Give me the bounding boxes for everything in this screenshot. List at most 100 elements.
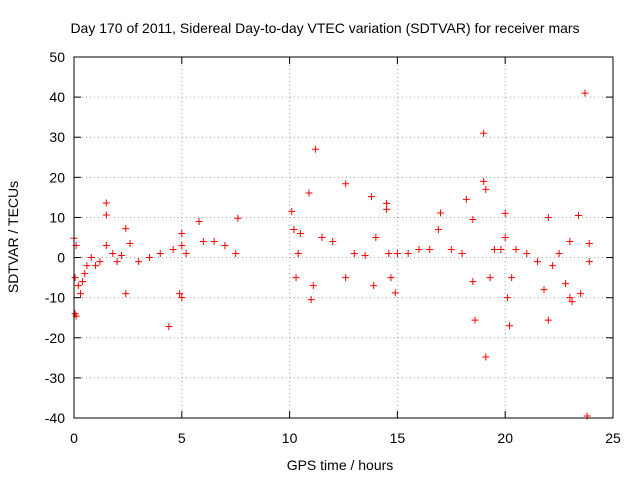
data-point	[577, 290, 585, 298]
data-point	[497, 246, 505, 254]
data-point	[113, 258, 121, 266]
data-point	[71, 274, 79, 282]
data-point	[471, 316, 479, 324]
data-point	[178, 229, 186, 237]
data-point	[482, 185, 490, 193]
y-tick-label: 40	[49, 89, 65, 105]
data-point	[566, 238, 574, 246]
data-point	[387, 274, 395, 282]
data-point	[145, 254, 153, 262]
data-point	[102, 211, 110, 219]
data-point	[581, 89, 589, 97]
data-point	[480, 129, 488, 137]
chart-title: Day 170 of 2011, Sidereal Day-to-day VTE…	[70, 20, 579, 36]
data-point	[555, 250, 563, 258]
y-tick-label: -20	[45, 330, 65, 346]
x-tick-label: 20	[497, 430, 513, 446]
x-tick-label: 15	[390, 430, 406, 446]
y-tick-label: 30	[49, 129, 65, 145]
data-point	[156, 250, 164, 258]
data-point	[329, 238, 337, 246]
data-point	[391, 289, 399, 297]
data-point	[501, 234, 509, 241]
data-point	[368, 193, 376, 201]
data-point	[370, 282, 378, 290]
data-point	[294, 250, 302, 258]
y-tick-label: -30	[45, 370, 65, 386]
grid-layer	[74, 57, 613, 418]
data-point	[96, 258, 104, 266]
data-point	[195, 217, 203, 225]
data-point	[534, 258, 542, 266]
data-point	[469, 278, 477, 286]
data-point	[506, 322, 514, 330]
x-tick-label: 0	[70, 430, 78, 446]
y-tick-label: 50	[49, 49, 65, 65]
data-point	[568, 298, 576, 306]
data-point	[350, 250, 358, 258]
y-tick-label: 0	[57, 250, 65, 266]
data-point	[512, 246, 520, 254]
data-point	[383, 205, 391, 213]
data-point	[458, 250, 466, 258]
data-point	[296, 229, 304, 237]
data-point	[92, 262, 100, 270]
data-points-layer	[70, 89, 593, 420]
data-point	[74, 282, 82, 290]
data-point	[81, 270, 89, 278]
y-tick-label: 20	[49, 169, 65, 185]
data-point	[562, 280, 570, 288]
data-point	[292, 274, 300, 282]
data-point	[342, 180, 350, 188]
data-point	[176, 290, 184, 298]
data-point	[503, 294, 511, 302]
data-point	[182, 250, 190, 258]
data-point	[434, 225, 442, 233]
plot-frame	[73, 56, 614, 419]
y-axis-label: SDTVAR / TECUs	[5, 181, 21, 293]
data-point	[290, 225, 298, 233]
data-point	[486, 274, 494, 282]
x-tick-label: 5	[178, 430, 186, 446]
data-point	[469, 215, 477, 223]
data-point	[447, 246, 455, 254]
data-point	[544, 213, 552, 221]
data-point	[462, 195, 470, 203]
x-tick-label: 10	[282, 430, 298, 446]
data-point	[585, 240, 593, 248]
data-point	[549, 262, 557, 270]
data-point	[480, 177, 488, 185]
data-point	[575, 211, 583, 219]
data-point	[122, 225, 130, 233]
data-point	[234, 214, 242, 222]
data-point	[393, 250, 401, 258]
data-point	[372, 234, 380, 241]
data-point	[385, 250, 393, 258]
data-point	[79, 278, 87, 286]
data-point	[508, 274, 516, 282]
data-point	[307, 296, 315, 304]
data-point	[199, 238, 207, 246]
data-point	[361, 252, 369, 260]
data-point	[311, 145, 319, 153]
data-point	[566, 294, 574, 302]
data-point	[415, 246, 423, 254]
y-tick-label: -10	[45, 290, 65, 306]
x-tick-label: 25	[605, 430, 621, 446]
data-point	[305, 189, 313, 197]
y-axis-ticks: -40 -30 -20 -10 0 10 20 30 40 50	[45, 49, 613, 426]
data-point	[109, 250, 117, 258]
data-point	[102, 199, 110, 207]
data-point	[309, 282, 317, 290]
data-point	[585, 258, 593, 266]
data-point	[83, 262, 91, 270]
data-point	[126, 240, 134, 248]
data-point	[540, 286, 548, 294]
data-point	[523, 250, 531, 258]
data-point	[383, 199, 391, 207]
data-point	[87, 254, 95, 262]
data-point	[135, 258, 143, 266]
data-point	[76, 290, 84, 298]
data-point	[318, 234, 326, 241]
